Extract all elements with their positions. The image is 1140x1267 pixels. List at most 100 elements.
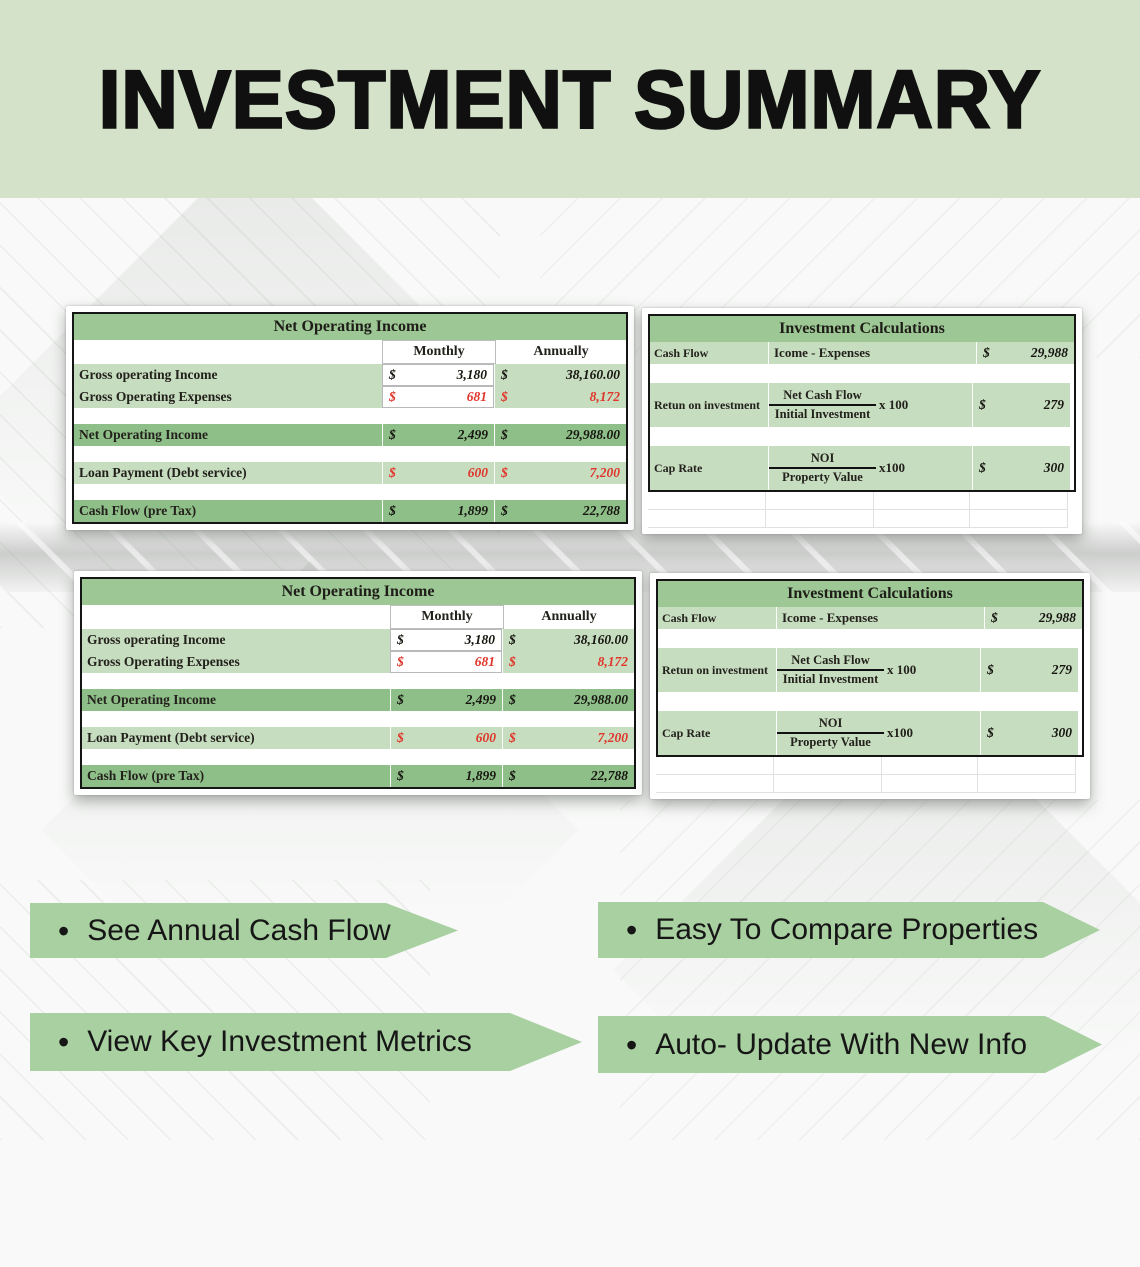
calc-table-title: Investment Calculations [650,316,1074,342]
table-row: Retun on investment Net Cash Flow Initial … [650,383,1074,427]
calc-table: Investment Calculations Cash Flow Icome - … [656,579,1084,757]
monthly-value-cell: $2,499 [390,689,502,711]
currency-symbol: $ [397,692,404,707]
monthly-value-cell: $600 [382,462,494,484]
multiplier-cell: x 100 [884,648,980,692]
fraction-cell: Net Cash Flow Initial Investment [776,648,884,692]
currency-symbol: $ [389,427,396,442]
cell-value: 1,899 [457,503,488,518]
currency-symbol: $ [983,345,990,360]
currency-symbol: $ [389,465,396,480]
cell-value: 3,180 [464,632,495,647]
cell-value: 681 [466,389,487,404]
cell-value: 8,172 [589,389,620,404]
cell-value: 3,180 [456,367,487,382]
noi-table-title: Net Operating Income [82,579,634,605]
cell-value: 300 [1051,725,1072,740]
empty-cell [774,775,882,793]
banner-label: View Key Investment Metrics [87,1025,472,1058]
currency-symbol: $ [501,367,508,382]
empty-cell [874,492,970,510]
row-label: Gross operating Income [82,629,390,651]
bullet-icon: • [58,912,70,949]
row-label: Retun on investment [658,648,776,692]
table-row: Cash Flow Icome - Expenses $29,988 [650,342,1074,364]
column-header-spacer [82,605,390,629]
table-blank-row [658,692,1082,711]
noi-card: Net Operating Income Monthly Annually Gross… [66,306,634,530]
row-label: Cap Rate [658,711,776,755]
row-label: Cash Flow [650,342,768,364]
table-blank-row [82,673,634,689]
banner-view-key-metrics: • View Key Investment Metrics [30,1013,582,1071]
calc-table: Investment Calculations Cash Flow Icome - … [648,314,1076,492]
annually-value-cell: $7,200 [502,727,634,749]
annually-value-cell: $7,200 [494,462,626,484]
empty-cell [978,775,1076,793]
banner-see-annual-cash-flow: • See Annual Cash Flow [30,903,458,958]
currency-symbol: $ [987,662,994,677]
row-label: Gross Operating Expenses [74,386,382,408]
cell-value: 38,160.00 [574,632,628,647]
table-row: Gross operating Income $3,180 $38,160.00 [74,364,626,386]
cell-value: 2,499 [457,427,488,442]
table-blank-row [74,484,626,500]
fraction-numerator: Net Cash Flow [777,652,884,671]
row-label: Cash Flow (pre Tax) [82,765,390,787]
cell-value: 29,988 [1038,610,1076,625]
table-blank-row [74,408,626,424]
noi-card: Net Operating Income Monthly Annually Gross… [74,571,642,795]
currency-symbol: $ [397,632,404,647]
currency-symbol: $ [509,692,516,707]
monthly-value-cell: $1,899 [390,765,502,787]
monthly-value-cell: $3,180 [382,364,494,386]
fraction-numerator: NOI [777,715,884,734]
cell-value: 29,988.00 [566,427,620,442]
currency-symbol: $ [389,389,396,404]
currency-symbol: $ [389,503,396,518]
currency-symbol: $ [389,367,396,382]
calc-table-title: Investment Calculations [658,581,1082,607]
column-header-annually: Annually [533,344,589,359]
column-header-spacer [74,340,382,364]
annually-value-cell: $29,988.00 [502,689,634,711]
currency-symbol: $ [509,768,516,783]
monthly-value-cell: $3,180 [390,629,502,651]
empty-cell [774,757,882,775]
spreadsheet-screenshot-1: Net Operating Income Monthly Annually Gross… [66,306,1082,534]
currency-symbol: $ [501,503,508,518]
table-row: Cap Rate NOI Property Value x100 $300 [650,446,1074,490]
row-label: Retun on investment [650,383,768,427]
bullet-icon: • [58,1024,70,1060]
banner-label: See Annual Cash Flow [87,913,391,947]
cell-value: 38,160.00 [566,367,620,382]
currency-symbol: $ [991,610,998,625]
currency-symbol: $ [509,730,516,745]
noi-column-header-row: Monthly Annually [74,340,626,364]
banner-easy-to-compare: • Easy To Compare Properties [598,902,1100,958]
noi-table: Net Operating Income Monthly Annually Gross… [72,312,628,524]
table-row: Cap Rate NOI Property Value x100 $300 [658,711,1082,755]
multiplier-cell: x 100 [876,383,972,427]
fraction-denominator: Initial Investment [774,407,871,421]
cell-value: 7,200 [589,465,620,480]
cell-value: 300 [1043,460,1064,475]
annually-value-cell: $8,172 [502,651,634,673]
fraction-cell: NOI Property Value [776,711,884,755]
table-blank-row [650,427,1074,446]
fraction-denominator: Property Value [790,735,871,749]
row-label: Cap Rate [650,446,768,490]
cell-value: 22,788 [590,768,628,783]
table-blank-row [650,364,1074,383]
table-blank-row [82,711,634,727]
table-blank-row [658,629,1082,648]
cell-value: 1,899 [465,768,496,783]
monthly-value-cell: $681 [390,651,502,673]
row-label: Net Operating Income [74,424,382,446]
empty-cell [656,775,774,793]
cell-value: 29,988.00 [574,692,628,707]
row-label: Loan Payment (Debt service) [82,727,390,749]
currency-symbol: $ [397,730,404,745]
empty-cell [656,757,774,775]
row-label: Cash Flow (pre Tax) [74,500,382,522]
